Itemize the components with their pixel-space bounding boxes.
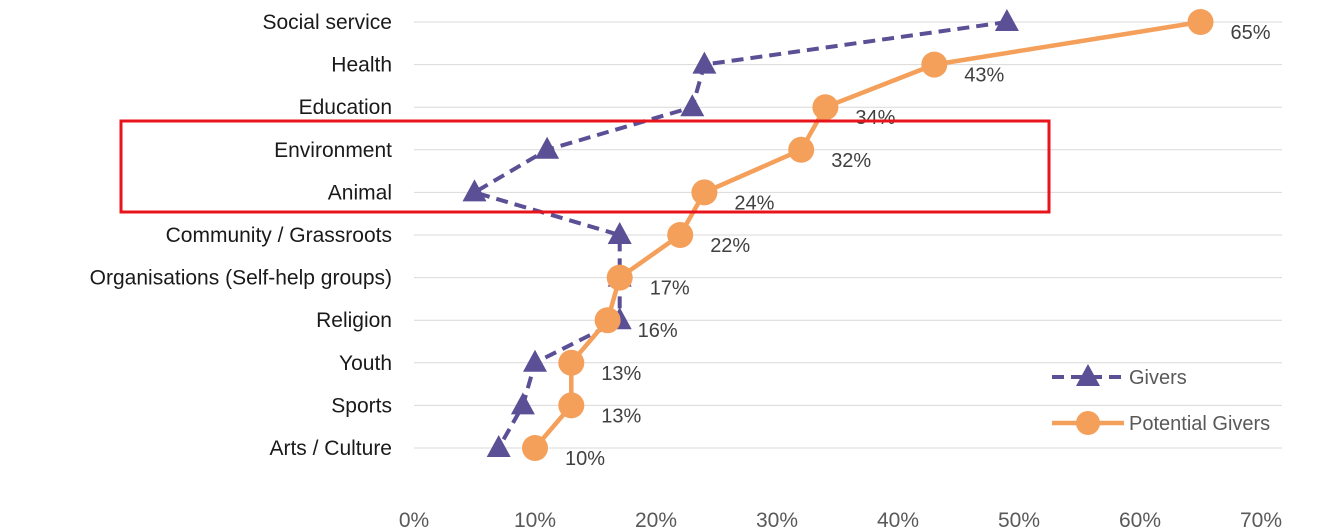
potential-givers-point <box>921 51 948 78</box>
data-label: 13% <box>601 363 641 385</box>
givers-point <box>994 9 1019 31</box>
series <box>462 9 1214 461</box>
data-label: 13% <box>601 405 641 427</box>
gridlines <box>414 21 1282 449</box>
x-tick-label: 10% <box>514 509 556 532</box>
category-label: Religion <box>316 309 392 332</box>
data-label: 24% <box>734 192 774 214</box>
data-label: 22% <box>710 235 750 257</box>
potential-givers-point <box>522 435 548 461</box>
legend-potential-givers-label: Potential Givers <box>1129 413 1270 435</box>
data-label: 32% <box>831 150 871 172</box>
givers-point <box>607 222 632 244</box>
potential-givers-point <box>606 264 633 291</box>
highlight <box>119 119 1051 214</box>
category-label: Sports <box>331 394 392 417</box>
potential-givers-point <box>788 136 815 163</box>
category-label: Arts / Culture <box>269 437 392 460</box>
potential-givers-point <box>1187 9 1214 35</box>
data-label: 65% <box>1231 22 1271 44</box>
x-tick-label: 20% <box>635 509 677 532</box>
legend-givers-marker <box>1076 364 1100 386</box>
x-tick-label: 50% <box>998 509 1040 532</box>
category-label: Organisations (Self-help groups) <box>90 267 392 290</box>
data-label: 17% <box>650 278 690 300</box>
givers-point <box>680 94 705 117</box>
legend: Givers Potential Givers <box>1052 364 1270 435</box>
data-labels: 65% 43% 34% 32% 24% 22% 17% 16% 13% 13% 10% <box>565 22 1271 470</box>
potential-givers-point <box>558 392 585 419</box>
givers-point <box>692 51 717 74</box>
x-tick-label: 30% <box>756 509 798 532</box>
potential-givers-point <box>667 222 694 248</box>
potential-givers-point <box>691 179 718 206</box>
x-tick-label: 60% <box>1119 509 1161 532</box>
data-label: 16% <box>638 320 678 342</box>
category-label: Health <box>331 54 392 77</box>
data-label: 43% <box>964 65 1004 87</box>
potential-givers-point <box>558 349 585 376</box>
givers-point <box>462 179 487 202</box>
legend-givers-label: Givers <box>1129 367 1187 389</box>
data-label: 34% <box>855 107 895 129</box>
givers-point <box>510 392 535 415</box>
category-label: Animal <box>328 181 392 204</box>
potential-givers-point <box>812 94 839 121</box>
givers-point <box>535 136 560 159</box>
highlight-box <box>119 119 1051 214</box>
category-labels: Social service Health Education Environment… <box>90 11 392 460</box>
category-label: Environment <box>274 139 392 162</box>
x-axis-ticks: 0% 10% 20% 30% 40% 50% 60% 70% <box>399 509 1282 532</box>
data-label: 10% <box>565 448 605 470</box>
givers-point <box>486 435 511 457</box>
category-label: Education <box>299 96 392 119</box>
x-tick-label: 70% <box>1240 509 1282 532</box>
givers-point <box>523 349 547 372</box>
legend-potential-givers-marker <box>1076 411 1100 435</box>
potential-givers-point <box>594 307 621 334</box>
x-tick-label: 0% <box>399 509 429 532</box>
category-label: Youth <box>339 352 392 375</box>
category-label: Social service <box>262 11 392 34</box>
x-tick-label: 40% <box>877 509 919 532</box>
givers-line <box>469 20 1008 449</box>
category-label: Community / Grassroots <box>166 224 392 247</box>
